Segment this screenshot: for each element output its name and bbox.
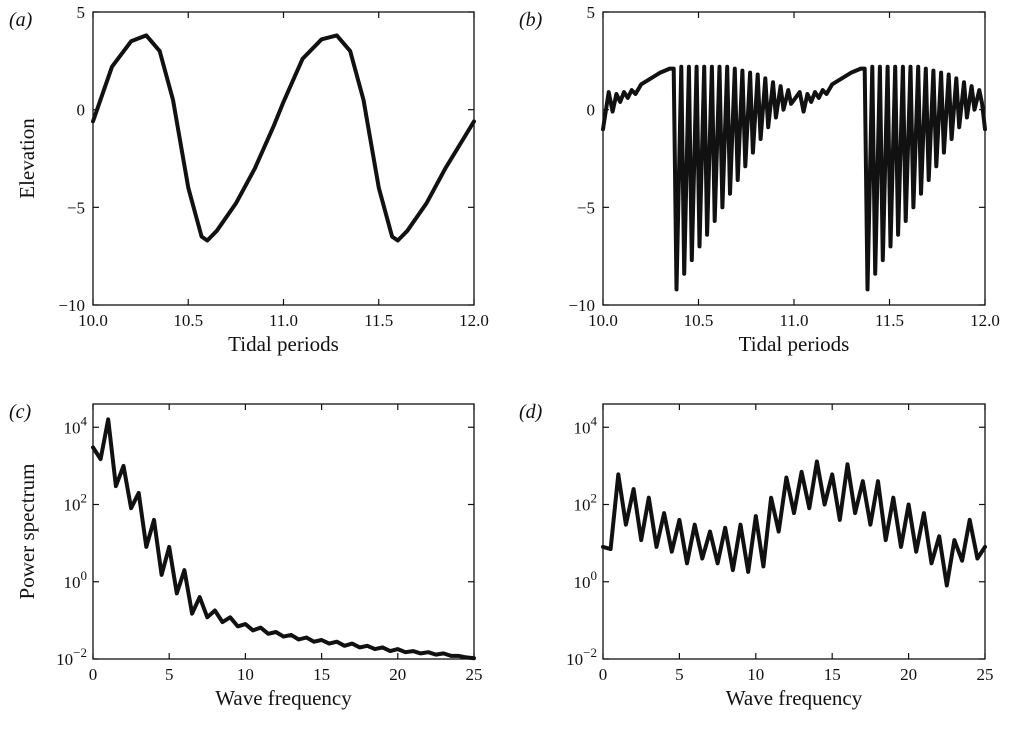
y-tick-label: 100 xyxy=(574,568,598,592)
x-tick-label: 20 xyxy=(900,665,917,684)
x-tick-label: 20 xyxy=(389,665,406,684)
x-tick-label: 5 xyxy=(165,665,174,684)
x-tick-label: 12.0 xyxy=(970,311,1000,330)
y-axis-label: Elevation xyxy=(15,118,39,199)
x-tick-label: 10.5 xyxy=(684,311,714,330)
y-tick-label: 104 xyxy=(64,413,88,437)
series-line xyxy=(91,33,476,243)
y-axis-label: Power spectrum xyxy=(15,464,39,600)
y-tick-label: 0 xyxy=(587,101,596,120)
x-tick-label: 10.5 xyxy=(173,311,203,330)
x-tick-label: 5 xyxy=(675,665,684,684)
x-tick-label: 11.5 xyxy=(364,311,393,330)
x-axis-label: Tidal periods xyxy=(739,332,850,356)
x-tick-label: 0 xyxy=(599,665,608,684)
y-tick-exponent: 2 xyxy=(591,491,598,506)
x-tick-label: 15 xyxy=(313,665,330,684)
x-tick-label: 25 xyxy=(466,665,483,684)
y-tick-label: 102 xyxy=(64,491,88,515)
y-tick-exponent: 2 xyxy=(81,491,88,506)
panel-label: (d) xyxy=(519,401,543,423)
x-axis-label: Tidal periods xyxy=(228,332,339,356)
y-tick-exponent: 0 xyxy=(81,568,88,583)
x-tick-label: 10.0 xyxy=(588,311,618,330)
x-tick-label: 10.0 xyxy=(78,311,108,330)
panel-label: (c) xyxy=(9,401,32,423)
x-tick-label: 11.0 xyxy=(269,311,298,330)
y-tick-exponent: 0 xyxy=(591,568,598,583)
y-tick-label: 5 xyxy=(587,3,596,22)
panel-label: (a) xyxy=(9,9,33,31)
plot-frame xyxy=(92,403,475,660)
y-tick-label: −5 xyxy=(67,198,85,217)
y-tick-label: −10 xyxy=(58,296,85,315)
y-tick-label: 104 xyxy=(574,413,598,437)
y-tick-label: −10 xyxy=(568,296,595,315)
x-axis-label: Wave frequency xyxy=(726,686,863,710)
series-line xyxy=(91,417,476,661)
x-tick-label: 12.0 xyxy=(459,311,489,330)
y-tick-label: 10−2 xyxy=(566,645,597,669)
series-line xyxy=(601,64,987,292)
plot-frame xyxy=(92,11,475,306)
x-tick-label: 15 xyxy=(824,665,841,684)
x-tick-label: 0 xyxy=(89,665,98,684)
x-tick-label: 11.0 xyxy=(779,311,808,330)
series-line xyxy=(601,459,987,588)
y-tick-exponent: 4 xyxy=(81,413,88,428)
x-axis-label: Wave frequency xyxy=(215,686,352,710)
y-tick-exponent: −2 xyxy=(73,645,87,660)
y-tick-label: −5 xyxy=(577,198,595,217)
y-tick-exponent: 4 xyxy=(591,413,598,428)
y-tick-label: 102 xyxy=(574,491,598,515)
y-tick-label: 0 xyxy=(77,101,86,120)
plot-frame xyxy=(602,403,986,660)
y-tick-label: 10−2 xyxy=(56,645,87,669)
x-tick-label: 11.5 xyxy=(875,311,904,330)
panel-b: 10.0 10.5 11.0 11.5 12.0 5 0 −5 −10 (b) Tidal peri… xyxy=(519,3,1000,356)
x-tick-label: 10 xyxy=(747,665,764,684)
panel-label: (b) xyxy=(519,9,543,31)
y-tick-label: 100 xyxy=(64,568,88,592)
x-tick-label: 25 xyxy=(977,665,994,684)
y-tick-label: 5 xyxy=(77,3,86,22)
y-tick-exponent: −2 xyxy=(583,645,597,660)
panel-a: 10.0 10.5 11.0 11.5 12.0 5 0 −5 −10 (a) Tidal peri… xyxy=(9,3,489,356)
x-tick-label: 10 xyxy=(237,665,254,684)
